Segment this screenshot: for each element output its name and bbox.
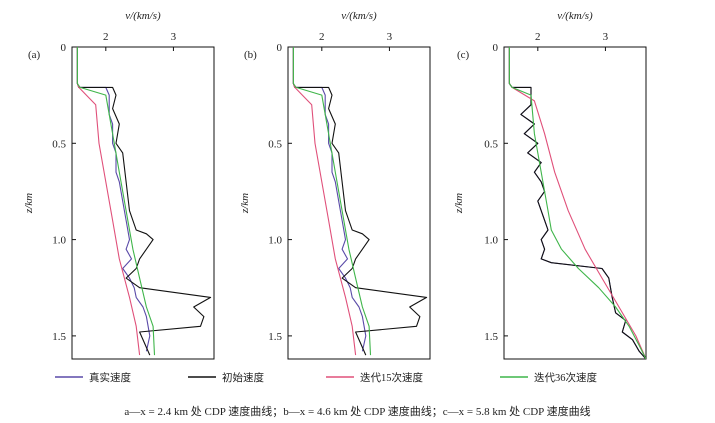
- panel-label: (c): [457, 49, 470, 61]
- series-line-true: [76, 47, 151, 352]
- x-tick-label: 2: [319, 31, 325, 43]
- legend: 真实速度 初始速度 迭代15次速度 迭代36次速度: [55, 371, 597, 384]
- plot-frame: [503, 46, 647, 360]
- y-tick-label: 0.5: [268, 138, 282, 150]
- y-tick-label: 1.5: [484, 331, 498, 343]
- y-axis-title: z/km: [239, 193, 251, 214]
- panel-label: (b): [244, 49, 257, 61]
- legend-label-initial: 初始速度: [222, 371, 264, 384]
- legend-label-iter15: 迭代15次速度: [360, 371, 423, 384]
- panel-label: (a): [28, 49, 41, 61]
- y-tick-label: 1.0: [484, 235, 498, 247]
- plot-frame: [71, 46, 215, 360]
- y-tick-label: 0: [493, 42, 499, 54]
- series-line-true: [508, 47, 646, 359]
- y-tick-label: 1.0: [52, 235, 66, 247]
- y-tick-label: 0.5: [52, 138, 66, 150]
- y-tick-label: 0: [61, 42, 67, 54]
- series-line-iter15: [76, 47, 141, 356]
- series-line-iter36: [292, 47, 372, 356]
- legend-label-true: 真实速度: [89, 371, 131, 384]
- legend-label-iter36: 迭代36次速度: [534, 371, 597, 384]
- y-axis-title: z/km: [453, 193, 465, 214]
- series-line-initial: [508, 47, 646, 359]
- series-line-initial: [76, 47, 212, 356]
- series-line-iter36: [508, 47, 646, 359]
- y-tick-label: 0.5: [484, 138, 498, 150]
- series-line-iter36: [76, 47, 156, 356]
- series-line-iter15: [292, 47, 357, 356]
- panels: 2 3 v/(km/s) 0 0.5 1.0 1.5 z/km (a) 2 3 v/(km/s) 0 0.…: [23, 10, 647, 360]
- y-tick-label: 1.5: [268, 331, 282, 343]
- y-axis-title: z/km: [23, 193, 35, 214]
- plot-frame: [287, 46, 431, 360]
- y-tick-label: 1.0: [268, 235, 282, 247]
- series-line-initial: [292, 47, 428, 356]
- x-tick-label: 3: [171, 31, 177, 43]
- x-tick-label: 3: [603, 31, 609, 43]
- panel-1: 2 3 v/(km/s) 0 0.5 1.0 1.5 z/km (a): [23, 10, 215, 360]
- y-tick-label: 0: [277, 42, 283, 54]
- x-axis-title: v/(km/s): [557, 10, 593, 22]
- series-line-iter15: [508, 47, 646, 359]
- panel-2: 2 3 v/(km/s) 0 0.5 1.0 1.5 z/km (b): [239, 10, 431, 360]
- x-tick-label: 2: [535, 31, 541, 43]
- x-tick-label: 2: [103, 31, 109, 43]
- figure-caption: a—x = 2.4 km 处 CDP 速度曲线；b—x = 4.6 km 处 C…: [124, 406, 591, 418]
- x-axis-title: v/(km/s): [125, 10, 161, 22]
- y-tick-label: 1.5: [52, 331, 66, 343]
- x-tick-label: 3: [387, 31, 393, 43]
- series-line-true: [292, 47, 367, 352]
- x-axis-title: v/(km/s): [341, 10, 377, 22]
- panel-3: 2 3 v/(km/s) 0 0.5 1.0 1.5 z/km (c): [453, 10, 647, 360]
